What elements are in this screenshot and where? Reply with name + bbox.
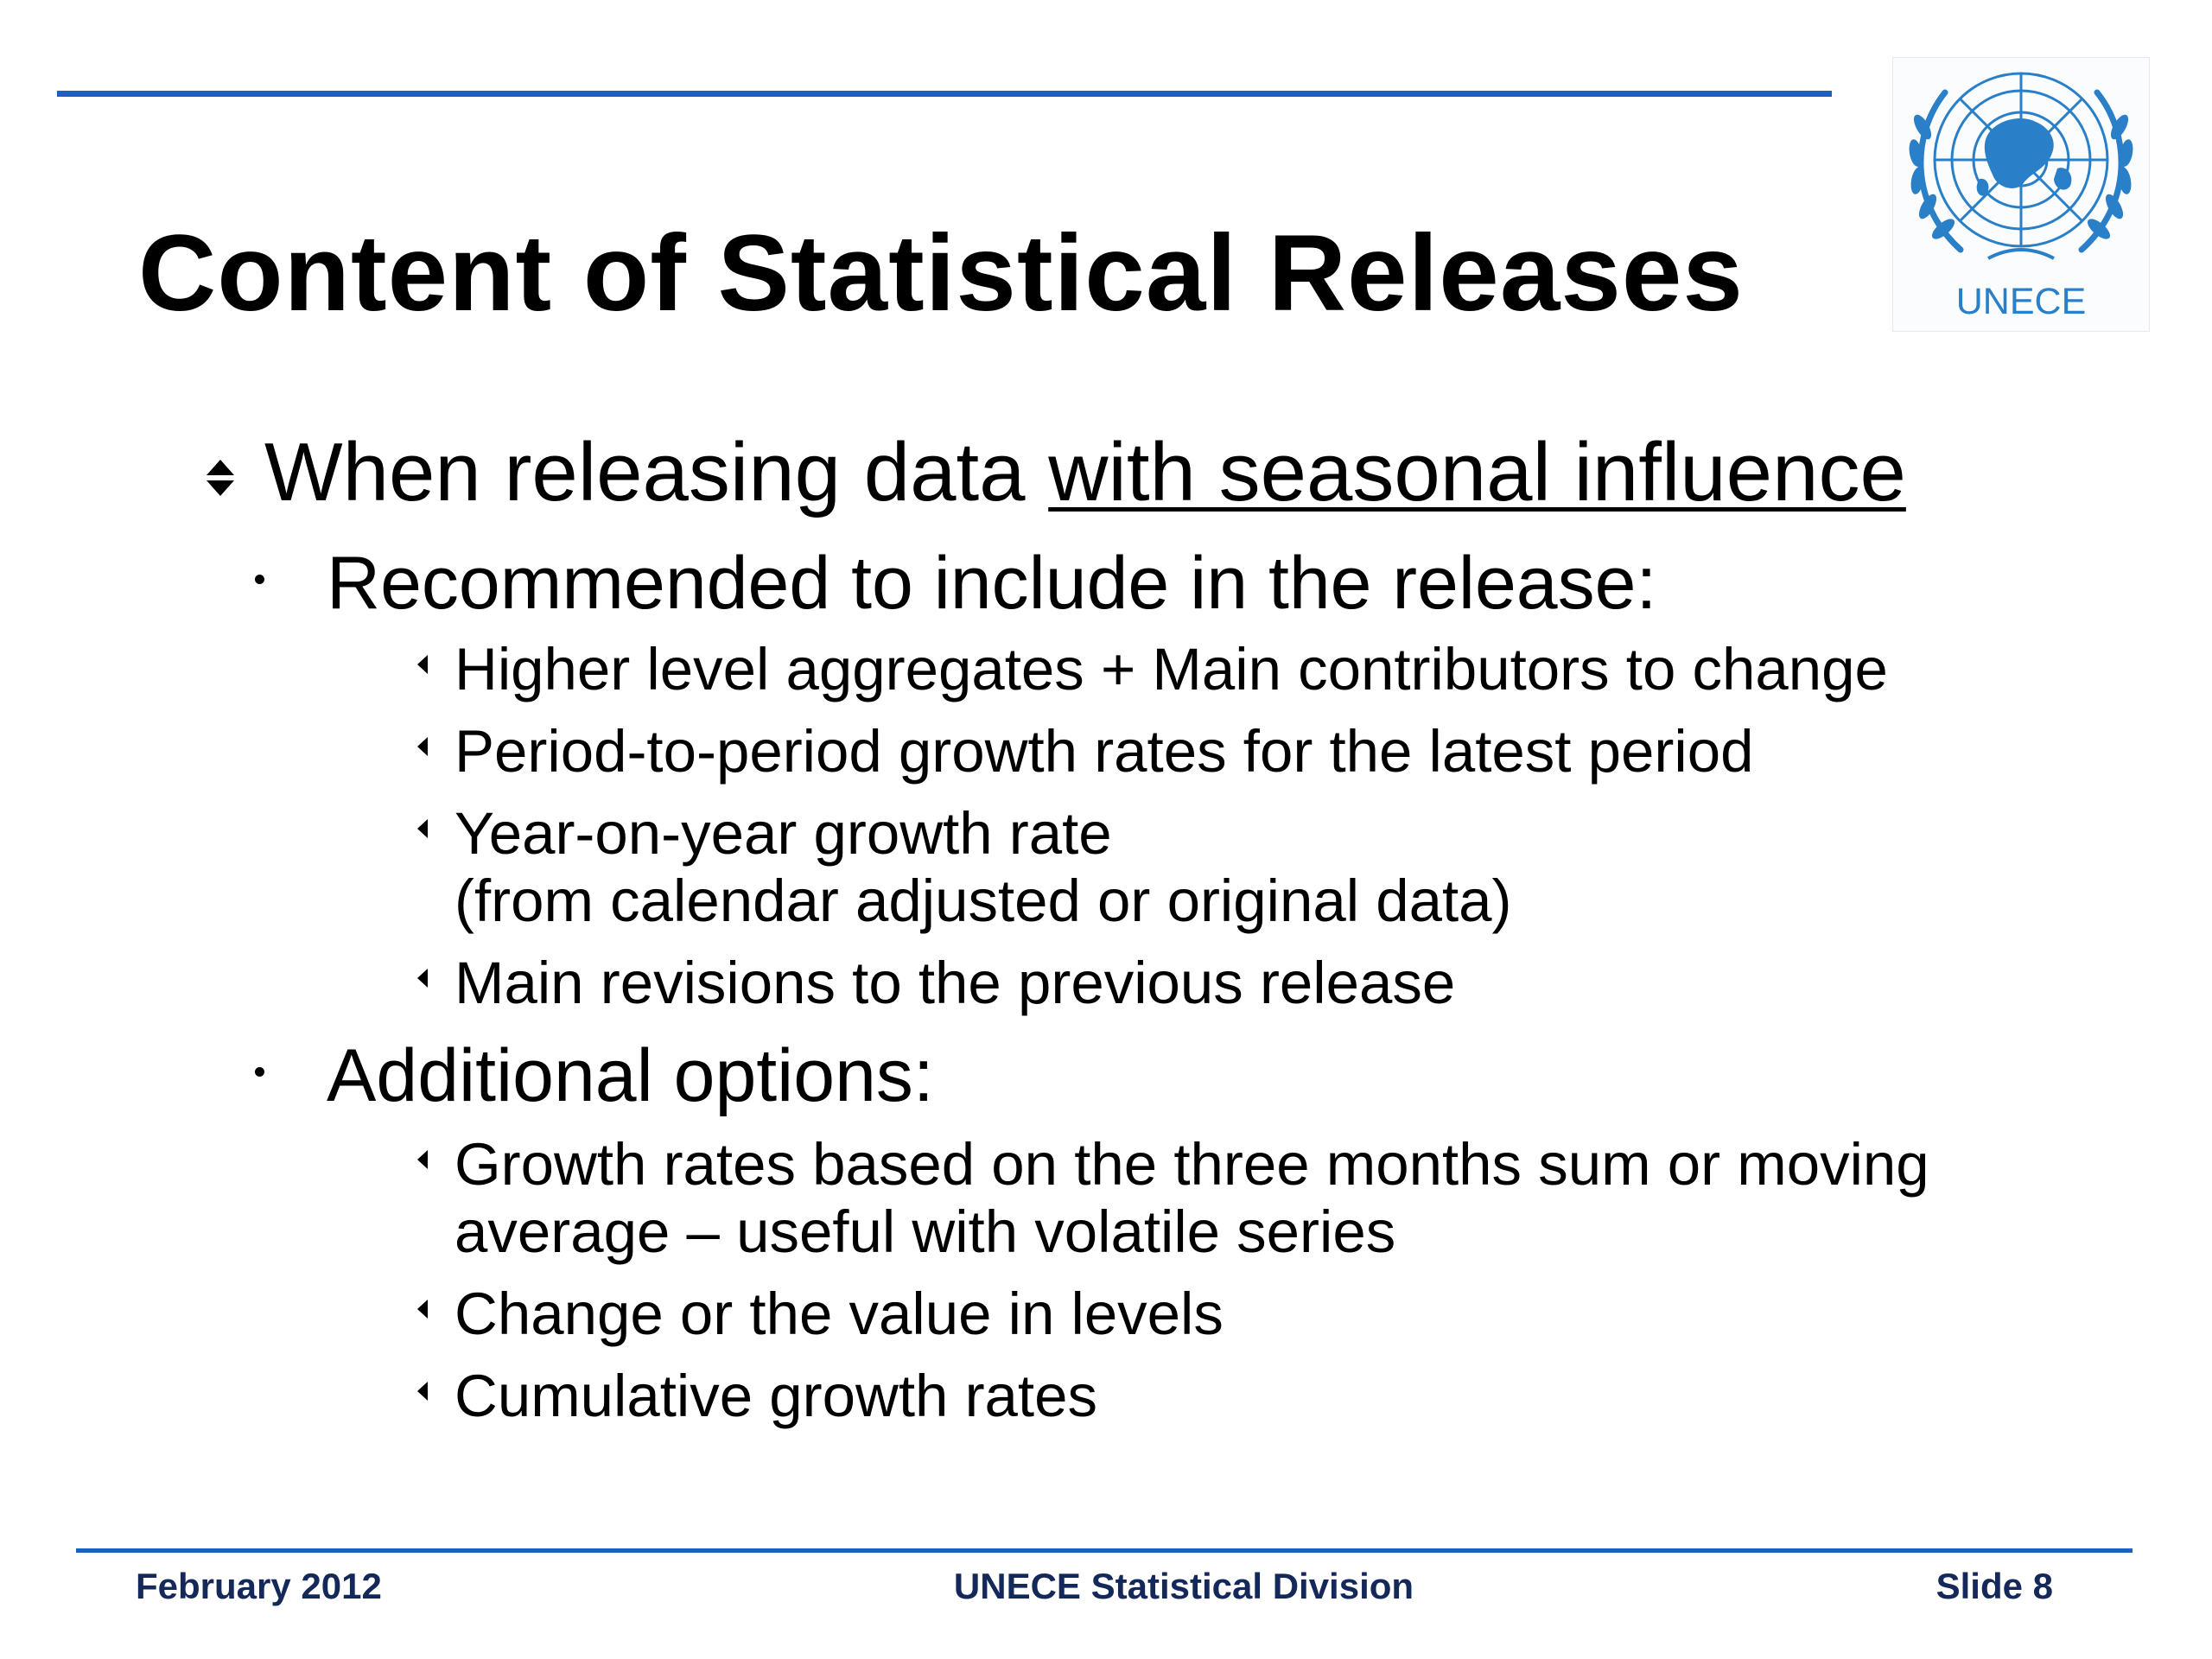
list-item-text: (from calendar adjusted or original data… <box>454 868 1512 934</box>
footer-date: February 2012 <box>136 1566 382 1606</box>
footer-slide-number: Slide 8 <box>1936 1566 2053 1606</box>
level1-text-plain: When releasing data <box>264 426 1049 518</box>
triangle-bullet-icon <box>417 1300 428 1319</box>
un-emblem-icon <box>1909 72 2133 260</box>
bottom-divider <box>76 1548 2133 1553</box>
bullet-dot-icon <box>255 1067 264 1077</box>
logo-text: UNECE <box>1955 281 2087 322</box>
triangle-bullet-icon <box>417 819 428 838</box>
triangle-bullet-icon <box>417 655 428 674</box>
top-divider <box>57 91 1832 97</box>
level1-text-underlined: with seasonal influence <box>1048 426 1906 518</box>
list-item-text: Change or the value in levels <box>454 1281 1224 1347</box>
list-item-text: average – useful with volatile series <box>454 1198 1396 1265</box>
list-item-text: Period-to-period growth rates for the la… <box>454 718 1754 785</box>
triangle-bullet-icon <box>417 737 428 756</box>
diamond-arrows-icon <box>207 460 234 496</box>
list-item-text: Main revisions to the previous release <box>454 950 1456 1016</box>
triangle-bullet-icon <box>417 969 428 988</box>
footer-organization: UNECE Statistical Division <box>953 1566 1414 1606</box>
triangle-bullet-icon <box>417 1150 428 1169</box>
list-item-text: Cumulative growth rates <box>454 1363 1097 1429</box>
additional-heading: Additional options: <box>327 1034 934 1117</box>
unece-logo: UNECE <box>1892 57 2150 332</box>
list-item-text: Growth rates based on the three months s… <box>454 1131 1929 1198</box>
list-item-text: Higher level aggregates + Main contribut… <box>454 636 1888 702</box>
recommended-heading: Recommended to include in the release: <box>327 542 1657 625</box>
bullet-dot-icon <box>255 575 264 584</box>
level1-text: When releasing data with seasonal influe… <box>264 425 1906 520</box>
triangle-bullet-icon <box>417 1382 428 1401</box>
list-item-text: Year-on-year growth rate <box>454 800 1112 867</box>
slide-title: Content of Statistical Releases <box>138 213 1744 334</box>
